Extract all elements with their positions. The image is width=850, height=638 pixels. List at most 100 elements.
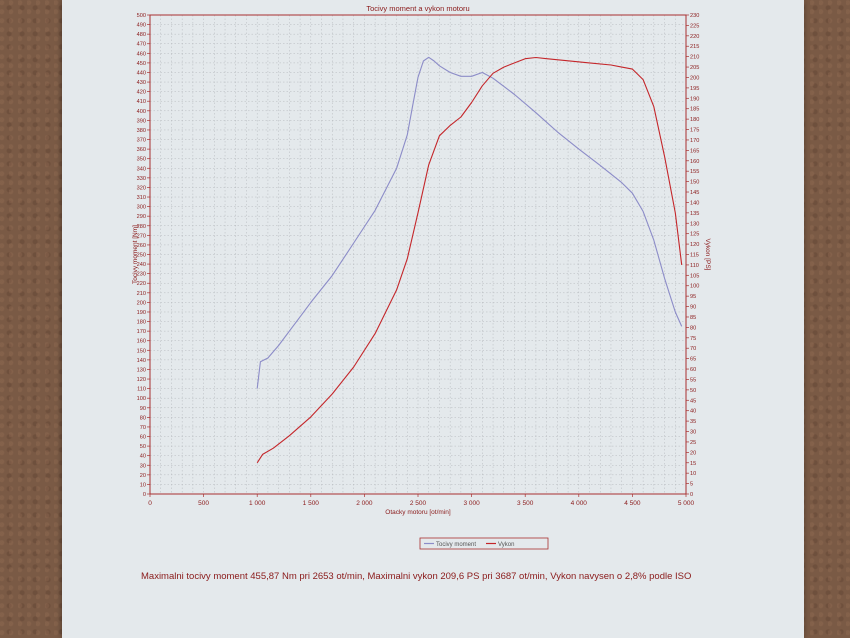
y2-tick-label: 215 xyxy=(690,44,699,50)
y2-tick-label: 135 xyxy=(690,211,699,217)
y-tick-label: 410 xyxy=(137,99,146,105)
y-tick-label: 210 xyxy=(137,291,146,297)
y-tick-label: 330 xyxy=(137,176,146,182)
power-curve xyxy=(256,56,683,464)
y-tick-label: 180 xyxy=(137,320,146,326)
y-tick-label: 450 xyxy=(137,61,146,67)
x-tick-label: 500 xyxy=(198,500,209,507)
x-tick-label: 1 000 xyxy=(249,500,266,507)
torque-curve xyxy=(256,56,683,389)
chart-title: Tocivy moment a vykon motoru xyxy=(366,4,469,13)
y2-tick-label: 145 xyxy=(690,190,699,196)
y-tick-label: 230 xyxy=(137,272,146,278)
x-tick-label: 5 000 xyxy=(678,500,695,507)
y-tick-label: 490 xyxy=(137,23,146,29)
y2-tick-label: 140 xyxy=(690,200,699,206)
y2-tick-label: 5 xyxy=(690,482,693,488)
y-tick-label: 120 xyxy=(137,377,146,383)
y-tick-label: 200 xyxy=(137,300,146,306)
y-tick-label: 10 xyxy=(140,482,146,488)
y2-tick-label: 190 xyxy=(690,96,699,102)
y2-tick-label: 115 xyxy=(690,253,699,259)
y2-tick-label: 210 xyxy=(690,55,699,61)
legend-label-torque: Tocivy moment xyxy=(436,542,476,548)
y-tick-label: 360 xyxy=(137,147,146,153)
y2-tick-label: 130 xyxy=(690,221,699,227)
legend: Tocivy moment Vykon xyxy=(419,537,549,550)
y2-tick-label: 0 xyxy=(690,492,693,498)
y-axis-label: Tocivy moment [Nm] xyxy=(132,225,139,284)
y-tick-label: 240 xyxy=(137,262,146,268)
y2-tick-label: 155 xyxy=(690,169,699,175)
ticks: 0 10 20 30 40 50 60 70 80 90 100 110 120 130 140 150 160… xyxy=(137,13,700,507)
y-tick-label: 300 xyxy=(137,205,146,211)
y-tick-label: 500 xyxy=(137,13,146,19)
y2-tick-label: 40 xyxy=(690,409,696,415)
y-tick-label: 280 xyxy=(137,224,146,230)
y2-tick-label: 20 xyxy=(690,450,696,456)
y2-tick-label: 30 xyxy=(690,430,696,436)
y-tick-label: 380 xyxy=(137,128,146,134)
y-tick-label: 40 xyxy=(140,454,146,460)
y2-tick-label: 10 xyxy=(690,471,696,477)
y-tick-label: 220 xyxy=(137,281,146,287)
y2-tick-label: 165 xyxy=(690,148,699,154)
y-tick-label: 290 xyxy=(137,214,146,220)
result-summary: Maximalni tocivy moment 455,87 Nm pri 26… xyxy=(141,571,692,582)
y2-tick-label: 55 xyxy=(690,377,696,383)
x-axis-label: Otacky motoru [ot/min] xyxy=(385,509,451,516)
y2-tick-label: 225 xyxy=(690,23,699,29)
y2-tick-label: 95 xyxy=(690,294,696,300)
y-tick-label: 140 xyxy=(137,358,146,364)
y-tick-label: 80 xyxy=(140,415,146,421)
y2-tick-label: 195 xyxy=(690,86,699,92)
legend-label-power: Vykon xyxy=(498,542,514,548)
y-tick-label: 400 xyxy=(137,109,146,115)
y2-tick-label: 100 xyxy=(690,284,699,290)
x-tick-label: 1 500 xyxy=(303,500,320,507)
y2-tick-label: 205 xyxy=(690,65,699,71)
y-tick-label: 390 xyxy=(137,118,146,124)
y2-tick-label: 220 xyxy=(690,34,699,40)
y-tick-label: 340 xyxy=(137,166,146,172)
y-tick-label: 70 xyxy=(140,425,146,431)
y-tick-label: 350 xyxy=(137,157,146,163)
x-tick-label: 4 000 xyxy=(571,500,588,507)
y-tick-label: 100 xyxy=(137,396,146,402)
y-tick-label: 440 xyxy=(137,70,146,76)
y-tick-label: 30 xyxy=(140,463,146,469)
grid xyxy=(150,15,686,494)
y2-tick-label: 125 xyxy=(690,232,699,238)
y2-tick-label: 150 xyxy=(690,180,699,186)
x-tick-label: 3 500 xyxy=(517,500,534,507)
y2-tick-label: 185 xyxy=(690,107,699,113)
y-tick-label: 160 xyxy=(137,339,146,345)
y-tick-label: 470 xyxy=(137,42,146,48)
y-tick-label: 150 xyxy=(137,348,146,354)
y-tick-label: 420 xyxy=(137,90,146,96)
y-tick-label: 110 xyxy=(137,387,146,393)
y2-tick-label: 50 xyxy=(690,388,696,394)
x-tick-label: 2 000 xyxy=(356,500,373,507)
y-tick-label: 20 xyxy=(140,473,146,479)
y-tick-label: 190 xyxy=(137,310,146,316)
y2-axis-label: Vykon [PS] xyxy=(704,239,711,271)
y2-tick-label: 85 xyxy=(690,315,696,321)
y2-tick-label: 75 xyxy=(690,336,696,342)
y2-tick-label: 200 xyxy=(690,75,699,81)
y2-tick-label: 80 xyxy=(690,325,696,331)
y2-tick-label: 110 xyxy=(690,263,699,269)
y2-tick-label: 180 xyxy=(690,117,699,123)
y2-tick-label: 170 xyxy=(690,138,699,144)
y2-tick-label: 90 xyxy=(690,305,696,311)
y2-tick-label: 45 xyxy=(690,398,696,404)
x-tick-label: 2 500 xyxy=(410,500,427,507)
y2-tick-label: 105 xyxy=(690,273,699,279)
y-tick-label: 370 xyxy=(137,138,146,144)
y-tick-label: 480 xyxy=(137,32,146,38)
y2-tick-label: 65 xyxy=(690,357,696,363)
y-tick-label: 170 xyxy=(137,329,146,335)
y-tick-label: 60 xyxy=(140,435,146,441)
y2-tick-label: 15 xyxy=(690,461,696,467)
y2-tick-label: 230 xyxy=(690,13,699,19)
